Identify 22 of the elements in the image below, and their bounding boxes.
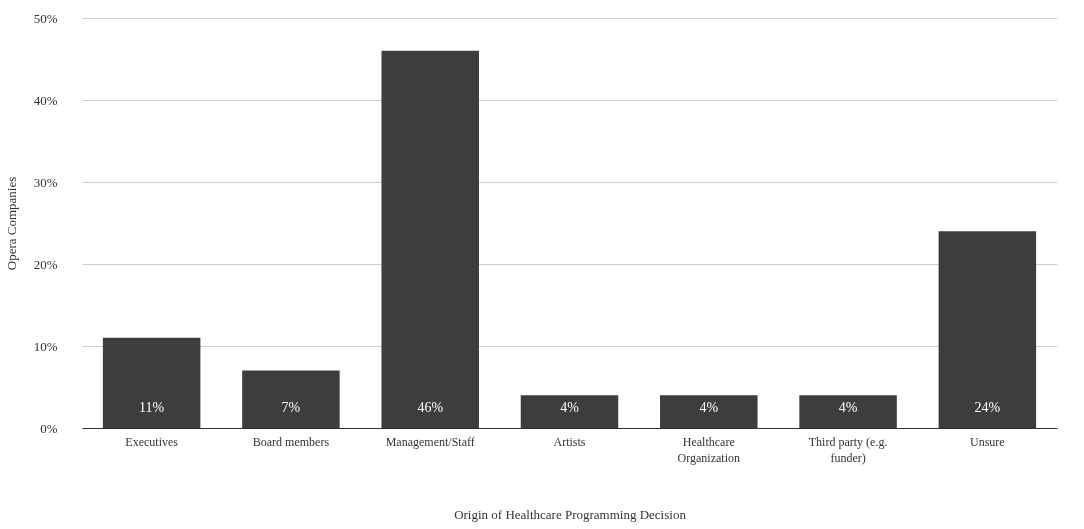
y-tick-label: 50% — [33, 10, 58, 26]
x-tick-label: Healthcare Organization — [677, 434, 740, 465]
y-axis-title: Opera Companies — [3, 176, 19, 271]
x-tick-label: Third party (e.g. funder) — [808, 434, 888, 465]
data-label: 24% — [974, 400, 1001, 415]
y-tick-label: 40% — [33, 92, 58, 108]
y-tick-label: 30% — [33, 174, 58, 190]
x-tick-label: Management/Staff — [385, 434, 475, 449]
y-tick-label: 20% — [33, 256, 58, 272]
y-tick-label: 10% — [33, 338, 58, 354]
data-label: 7% — [281, 400, 301, 415]
x-tick-label: Artists — [553, 434, 586, 449]
data-label: 46% — [417, 400, 444, 415]
x-tick-label: Board members — [252, 434, 330, 449]
y-tick-label: 0% — [40, 420, 58, 436]
data-label: 11% — [139, 400, 165, 415]
x-axis-title: Origin of Healthcare Programming Decision — [454, 506, 687, 522]
data-label: 4% — [560, 400, 580, 415]
data-label: 4% — [838, 400, 858, 415]
data-label: 4% — [699, 400, 719, 415]
x-tick-label: Executives — [125, 434, 179, 449]
x-tick-label: Unsure — [970, 434, 1005, 449]
